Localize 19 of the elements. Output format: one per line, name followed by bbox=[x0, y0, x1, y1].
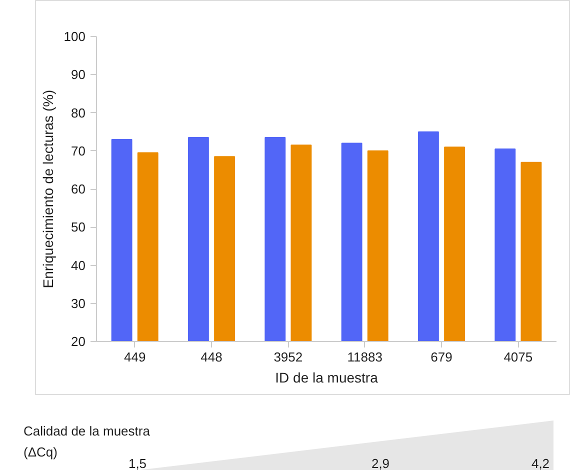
x-axis-title: ID de la muestra bbox=[275, 370, 378, 386]
y-tick-label: 40 bbox=[71, 258, 86, 273]
y-tick-label: 20 bbox=[71, 334, 86, 349]
y-tick-label: 80 bbox=[71, 105, 86, 120]
x-tick-label: 449 bbox=[124, 350, 146, 364]
x-tick-label: 679 bbox=[430, 350, 452, 364]
x-tick-label: 3952 bbox=[274, 350, 303, 364]
x-tick-label: 4075 bbox=[504, 350, 533, 364]
y-tick-label: 30 bbox=[71, 296, 86, 311]
y-tick-label: 60 bbox=[71, 182, 86, 196]
y-tick-label: 70 bbox=[71, 143, 86, 158]
y-axis-title: Enriquecimiento de lecturas (%) bbox=[40, 90, 56, 288]
x-tick-label: 11883 bbox=[347, 350, 382, 364]
x-tick-label: 448 bbox=[200, 350, 222, 364]
text: 4,2 bbox=[531, 456, 550, 470]
y-tick-label: 100 bbox=[64, 29, 86, 44]
y-tick-label: 90 bbox=[71, 67, 86, 82]
text: 2,9 bbox=[371, 456, 390, 470]
y-tick-label: 50 bbox=[71, 220, 86, 235]
